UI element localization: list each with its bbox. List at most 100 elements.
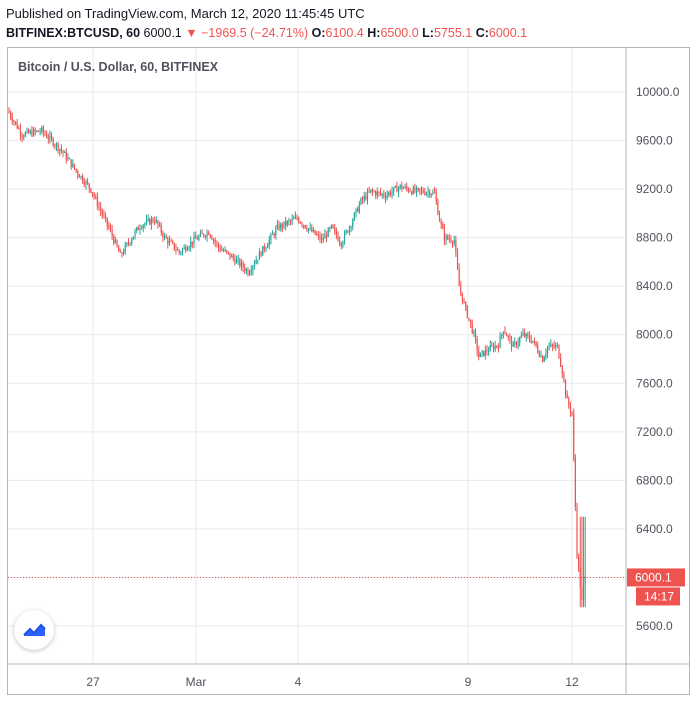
- candle-body: [150, 219, 153, 225]
- candle-body: [496, 345, 498, 347]
- candle-body: [546, 346, 549, 354]
- candle-body: [173, 242, 175, 250]
- candle-body: [484, 349, 486, 356]
- candle-body: [548, 346, 550, 348]
- candle-body: [391, 191, 393, 195]
- candle-body: [137, 227, 139, 230]
- candle-body: [154, 221, 156, 223]
- candle-body: [470, 319, 472, 324]
- candle-body: [73, 163, 76, 169]
- candle-body: [530, 339, 532, 343]
- candle-body: [560, 358, 562, 367]
- candle-body: [314, 229, 316, 235]
- candle-body: [406, 186, 408, 189]
- candle-body: [476, 339, 478, 352]
- y-tick-label: 8800.0: [636, 231, 673, 245]
- candle-body: [147, 218, 149, 220]
- symbol-label: BITFINEX:BTCUSD, 60: [6, 26, 141, 40]
- candle-body: [460, 286, 462, 293]
- candle-body: [394, 186, 396, 188]
- candle-body: [576, 506, 578, 557]
- candle-body: [119, 251, 121, 253]
- candle-body: [134, 231, 136, 237]
- candle-body: [329, 227, 331, 229]
- candle-body: [455, 240, 457, 253]
- candle-body: [540, 355, 542, 357]
- candle-body: [538, 352, 540, 357]
- candle-body: [217, 243, 220, 248]
- tradingview-logo[interactable]: [14, 610, 54, 650]
- tradingview-logo-icon: [23, 623, 46, 636]
- candle-body: [191, 241, 193, 244]
- candle-body: [96, 197, 98, 207]
- candle-body: [319, 235, 321, 240]
- candle-body: [335, 230, 337, 236]
- y-tick-label: 7600.0: [636, 376, 673, 390]
- candle-body: [132, 236, 135, 240]
- candle-body: [157, 220, 159, 225]
- candle-body: [49, 135, 51, 139]
- candle-body: [165, 235, 167, 239]
- y-tick-label: 9600.0: [636, 134, 673, 148]
- candle-body: [371, 189, 373, 192]
- candle-body: [294, 216, 297, 219]
- candle-body: [517, 342, 519, 346]
- candle-body: [231, 255, 233, 258]
- candle-body: [167, 238, 169, 244]
- candle-body: [222, 250, 225, 252]
- candle-body: [504, 331, 506, 334]
- candle-body: [64, 151, 66, 153]
- candle-body: [188, 247, 190, 250]
- candle-body: [522, 332, 524, 336]
- candle-body: [80, 176, 82, 178]
- candle-body: [8, 110, 10, 113]
- candle-body: [19, 128, 22, 136]
- candle-body: [152, 219, 154, 222]
- candle-body: [68, 158, 71, 160]
- candle-body: [131, 239, 133, 244]
- candle-body: [93, 194, 95, 197]
- candle-body: [468, 317, 470, 320]
- high-value: 6500.0: [380, 26, 419, 40]
- candle-body: [568, 398, 570, 406]
- candle-body: [204, 236, 207, 238]
- candle-body: [271, 234, 274, 236]
- candle-body: [545, 353, 547, 358]
- candle-body: [556, 344, 558, 346]
- candle-body: [578, 556, 580, 568]
- candle-body: [488, 351, 490, 353]
- candle-body: [435, 192, 437, 202]
- candle-body: [555, 345, 557, 348]
- candle-body: [307, 228, 310, 231]
- candle-body: [389, 192, 391, 195]
- candle-body: [54, 145, 56, 147]
- candle-body: [312, 229, 315, 232]
- candle-body: [401, 184, 403, 189]
- candle-body: [535, 341, 537, 347]
- candle-body: [67, 158, 69, 160]
- candle-body: [569, 405, 572, 412]
- candle-body: [402, 187, 405, 189]
- candle-body: [181, 248, 184, 253]
- candle-body: [176, 249, 179, 251]
- candle-body: [502, 331, 504, 335]
- x-tick-label: 12: [565, 675, 579, 689]
- candle-body: [162, 232, 164, 238]
- candle-body: [46, 134, 48, 138]
- candle-body: [268, 239, 270, 246]
- candle-body: [303, 225, 305, 227]
- candle-body: [566, 394, 568, 399]
- y-tick-label: 8400.0: [636, 279, 673, 293]
- candle-body: [509, 336, 511, 339]
- candle-body: [186, 249, 189, 251]
- candle-body: [520, 335, 522, 338]
- candle-body: [140, 228, 143, 230]
- candle-body: [304, 225, 306, 228]
- candle-body: [450, 239, 452, 242]
- candle-body: [113, 236, 115, 243]
- candle-body: [479, 352, 482, 358]
- candle-body: [21, 135, 23, 138]
- candle-body: [36, 130, 38, 132]
- candle-body: [438, 214, 441, 222]
